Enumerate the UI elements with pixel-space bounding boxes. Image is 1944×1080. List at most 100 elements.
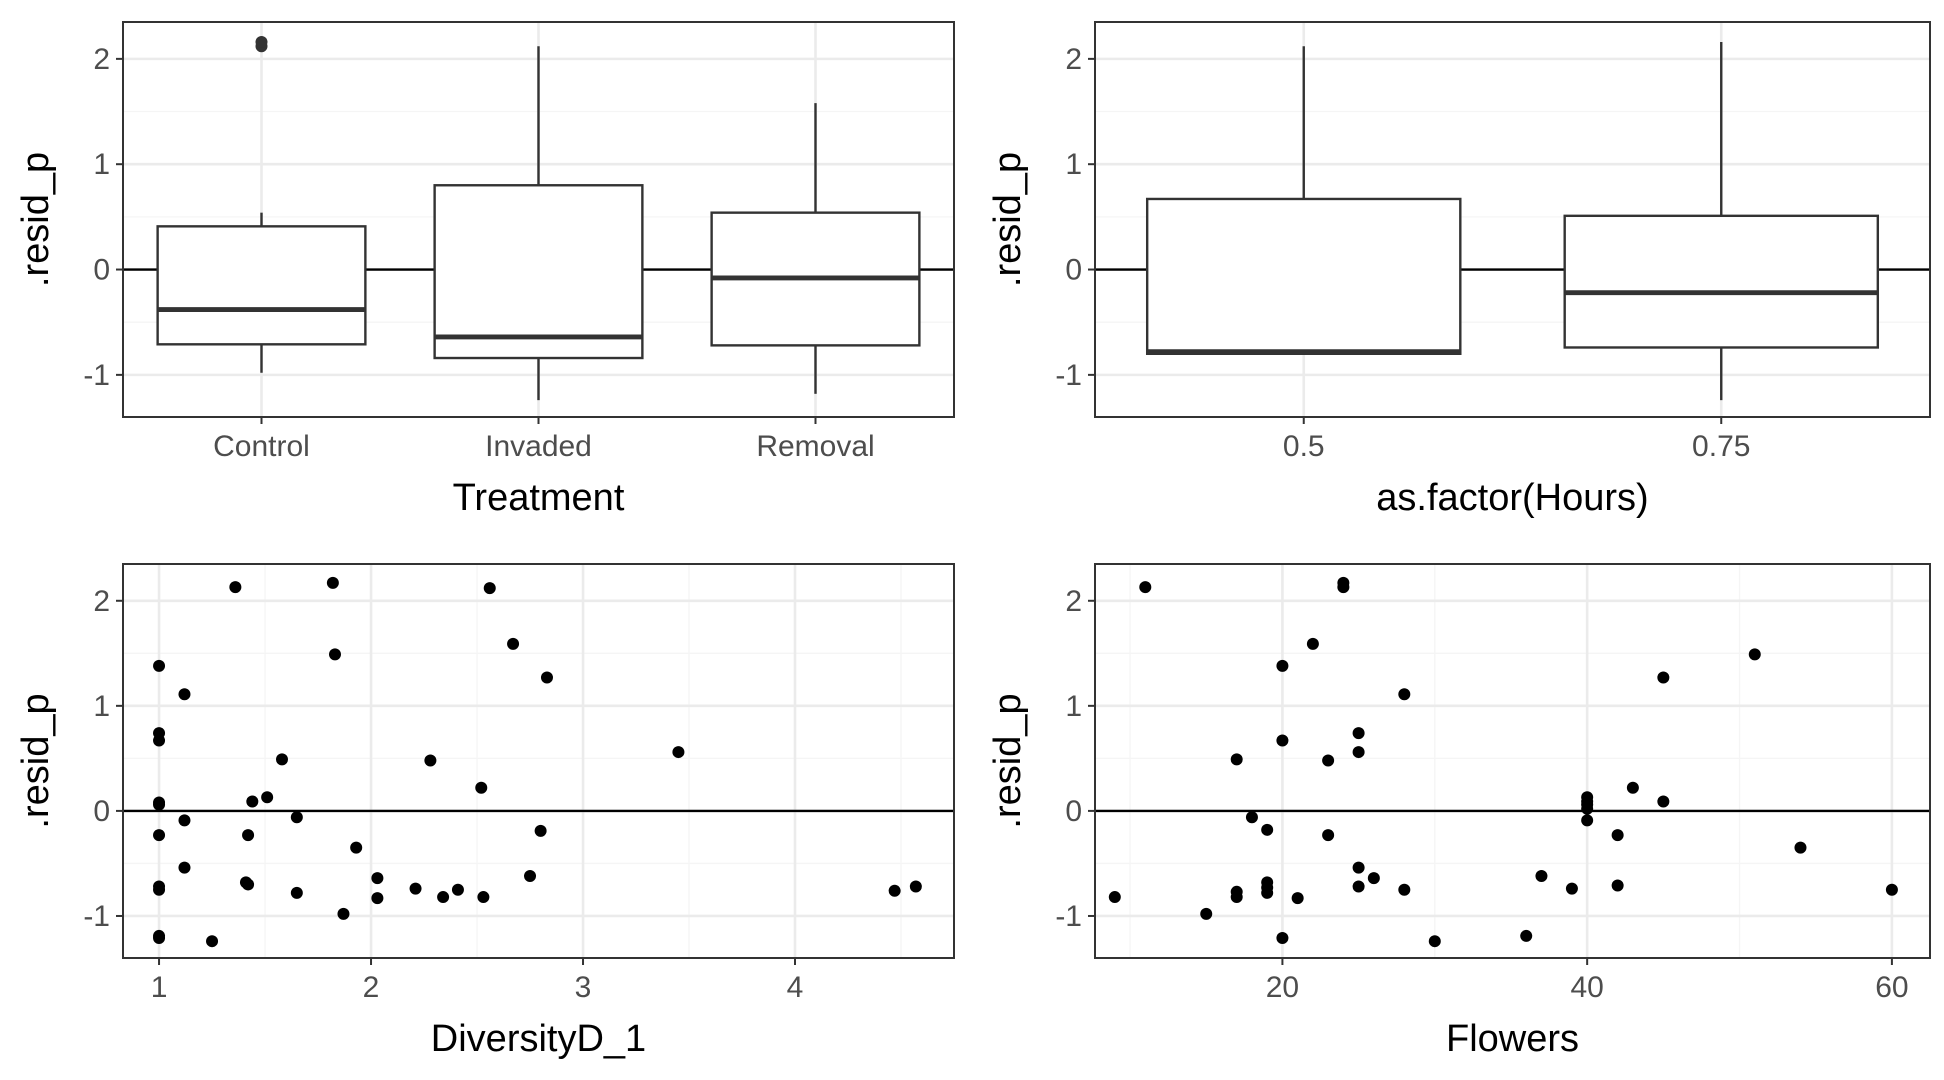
y-tick-label: -1 [1055,900,1082,933]
data-point [337,907,350,920]
data-point [1611,829,1624,842]
data-point [1565,882,1578,895]
data-point [290,886,303,899]
panel-border [1094,21,1931,418]
data-point [1261,886,1274,899]
data-point [178,688,191,701]
y-tick-label: 2 [1065,585,1082,618]
y-tick-label: 1 [1065,148,1082,181]
y-tick-label: -1 [83,359,110,392]
data-point [477,891,490,904]
data-point [1352,746,1365,759]
data-point [1200,907,1213,920]
data-point [909,880,922,893]
data-point [1261,823,1274,836]
data-point [371,892,384,905]
data-point [1626,781,1639,794]
box-control [156,36,367,373]
data-point [1352,880,1365,893]
panel-flowers: -1 0 1 2 20 40 60 Flowers .resid_p [987,563,1931,1060]
data-point [1291,892,1304,905]
data-point [1398,883,1411,896]
y-tick-label: 0 [93,254,110,287]
data-point [1535,870,1548,883]
outlier-point [255,36,268,49]
x-tick-label: 1 [151,971,168,1004]
box-0-5 [1145,46,1462,356]
data-point [888,884,901,897]
panel-hours: -1 0 1 2 0.5 0.75 as.factor(Hours) .resid_p [987,21,1931,519]
data-point [475,781,488,794]
data-point [1306,637,1319,650]
data-point [246,795,259,808]
x-tick-label: 2 [363,971,380,1004]
data-point [1108,891,1121,904]
data-point [1520,929,1533,942]
scatter-points [153,576,922,948]
x-tick-label: 0.75 [1692,430,1750,463]
data-point [275,753,288,766]
data-point [290,811,303,824]
x-tick-label: 60 [1875,971,1908,1004]
x-axis-title: as.factor(Hours) [1376,477,1648,519]
x-tick-label: 40 [1570,971,1603,1004]
data-point [1276,932,1289,945]
data-point [672,746,685,759]
panel-border [1094,563,1931,959]
box-iqr [1145,197,1462,356]
x-tick-label: Invaded [485,430,592,463]
data-point [1322,754,1335,767]
data-point [326,576,339,589]
data-point [437,891,450,904]
data-point [178,814,191,827]
data-point [1581,814,1594,827]
data-point [409,882,422,895]
data-point [153,734,166,747]
y-tick-label: 2 [93,43,110,76]
data-point [524,870,537,883]
x-axis-title: Flowers [1446,1018,1579,1060]
box-invaded [433,46,644,401]
data-point [1276,659,1289,672]
data-point [1657,671,1670,684]
data-point [1657,795,1670,808]
data-point [1794,841,1807,854]
data-point [507,637,520,650]
data-point [153,798,166,811]
x-tick-label: 20 [1266,971,1299,1004]
x-tick-label: Removal [756,430,874,463]
x-axis-title: DiversityD_1 [431,1018,646,1060]
data-point [1276,734,1289,747]
y-tick-label: 1 [93,148,110,181]
x-tick-label: 3 [575,971,592,1004]
data-point [534,824,547,837]
data-point [1748,648,1761,661]
data-point [1367,872,1380,885]
data-point [1885,883,1898,896]
y-tick-label: 0 [93,795,110,828]
data-point [153,932,166,945]
data-point [540,671,553,684]
data-point [206,935,219,948]
panel-treatment: -1 0 1 2 Control Invaded Removal Treatment .resi… [15,21,955,519]
data-point [451,883,464,896]
box-iqr [1563,214,1880,349]
y-tick-label: 1 [1065,690,1082,723]
y-tick-label: 0 [1065,254,1082,287]
x-tick-label: 4 [787,971,804,1004]
data-point [229,581,242,594]
data-point [483,582,496,595]
data-point [153,659,166,672]
box-iqr [156,225,367,346]
panel-diversity: -1 0 1 2 1 2 3 4 DiversityD_1 .resid_p [15,563,955,1060]
data-point [1139,581,1152,594]
scatter-points [1108,576,1898,948]
box-removal [710,103,921,394]
data-point [1245,811,1258,824]
data-point [371,872,384,885]
data-point [1337,581,1350,594]
x-axis-title: Treatment [453,477,625,519]
data-point [1581,802,1594,815]
y-tick-label: 2 [93,585,110,618]
